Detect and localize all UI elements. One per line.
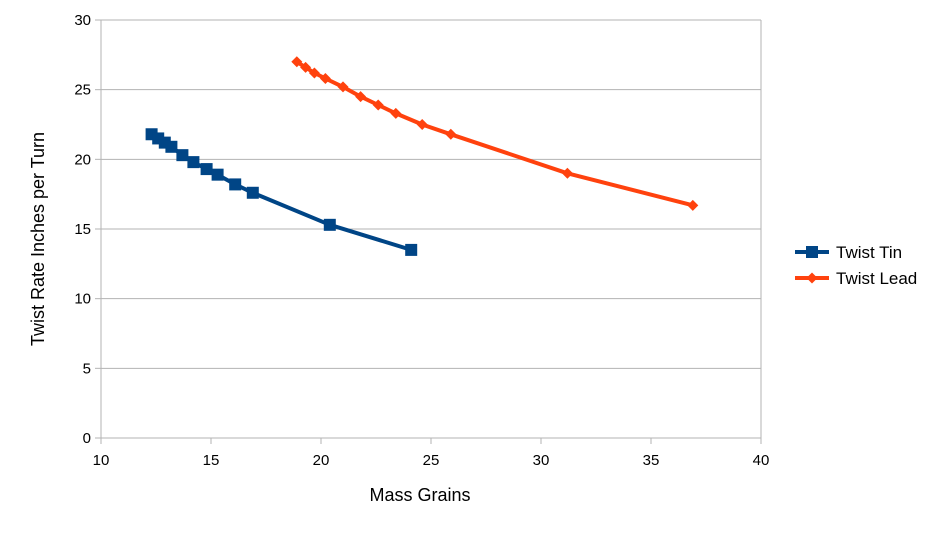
x-tick-label: 30 (533, 452, 550, 469)
y-tick-label: 5 (83, 360, 91, 377)
data-point (416, 119, 428, 130)
data-point (390, 107, 402, 119)
y-tick-label: 30 (74, 12, 91, 29)
legend-marker (806, 272, 818, 284)
x-tick-label: 35 (643, 452, 660, 469)
data-point (308, 67, 320, 79)
data-point (291, 56, 303, 68)
data-point (165, 140, 178, 153)
data-point (687, 199, 699, 211)
x-tick-label: 25 (423, 452, 440, 469)
legend: Twist Tin Twist Lead (795, 243, 917, 288)
x-axis-title: Mass Grains (369, 485, 470, 505)
data-point (445, 128, 457, 140)
legend-item: Twist Lead (795, 269, 917, 288)
y-axis-title: Twist Rate Inches per Turn (28, 132, 48, 346)
data-point (300, 61, 312, 73)
y-tick-label: 0 (83, 430, 91, 447)
data-point (211, 168, 224, 181)
data-point (176, 149, 189, 162)
series-twist-tin (145, 128, 418, 256)
axis-layer: 0 5 10 15 20 25 30 10 15 20 25 30 35 40 (74, 12, 769, 469)
x-tick-label: 15 (203, 452, 220, 469)
series-twist-lead (291, 56, 699, 211)
data-point (229, 178, 242, 191)
series-line (294, 59, 695, 208)
data-point (372, 99, 384, 111)
data-point (405, 243, 418, 256)
legend-label: Twist Lead (836, 269, 917, 288)
data-point (246, 186, 259, 199)
data-point (337, 81, 349, 93)
data-point (561, 167, 573, 179)
legend-marker (806, 246, 818, 258)
legend-label: Twist Tin (836, 243, 902, 262)
y-tick-label: 25 (74, 82, 91, 99)
y-tick-label: 20 (74, 151, 91, 168)
series-line (149, 132, 414, 252)
data-point (187, 156, 200, 169)
data-point (355, 91, 367, 103)
data-point (323, 218, 336, 231)
y-tick-label: 10 (74, 291, 91, 308)
legend-item: Twist Tin (795, 243, 902, 262)
series-layer (145, 56, 699, 256)
data-point (200, 163, 213, 176)
x-tick-label: 10 (93, 452, 110, 469)
x-tick-label: 40 (753, 452, 770, 469)
data-point (319, 73, 331, 85)
y-tick-label: 15 (74, 221, 91, 238)
x-tick-label: 20 (313, 452, 330, 469)
grid-layer (100, 19, 762, 439)
